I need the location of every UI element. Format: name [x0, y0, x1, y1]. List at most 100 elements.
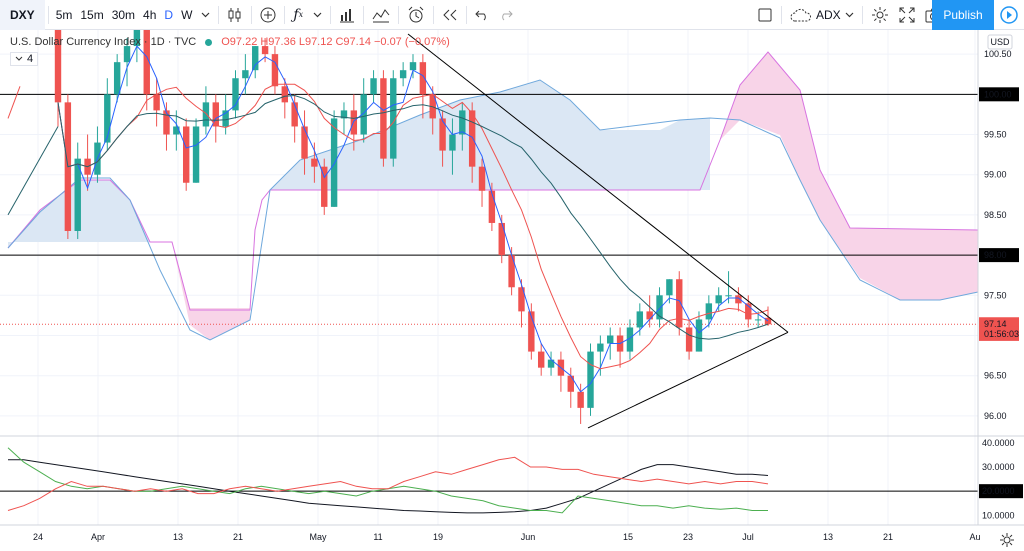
time-tick-label: 24 [33, 532, 43, 542]
horizontal-lines [0, 93, 978, 325]
interval-dropdown-chevron-icon[interactable] [196, 0, 215, 30]
time-tick-label: 15 [623, 532, 633, 542]
senkou-span-a [7, 79, 979, 341]
price-badge [979, 87, 1019, 102]
compare-add-icon[interactable] [255, 0, 281, 30]
chart-legend: U.S. Dollar Currency Index · 1D · TVC O9… [10, 36, 450, 48]
legend-close: C97.14 [335, 36, 371, 48]
di-minus-line [7, 456, 769, 511]
price-tick-label: 97.50 [984, 290, 1007, 300]
candle-body [173, 126, 180, 135]
candle-body [409, 62, 417, 71]
chart-canvas[interactable]: USD100.5099.5099.0098.5097.5097.0096.509… [0, 30, 1024, 551]
price-axis[interactable]: USD100.5099.5099.0098.5097.5097.0096.509… [979, 34, 1023, 520]
adx-tick-label: 40.0000 [982, 438, 1015, 448]
interval-1d[interactable]: D [164, 7, 174, 22]
toolbar-separator [330, 5, 332, 24]
time-tick-label: 19 [433, 532, 443, 542]
candle-body [754, 319, 762, 321]
candle-body [261, 46, 269, 55]
candle-body [715, 295, 722, 304]
candle-body [123, 46, 131, 63]
candle-body [281, 86, 289, 103]
layout-square-icon[interactable] [752, 0, 778, 30]
indicators-dropdown-chevron-icon[interactable] [308, 0, 327, 30]
toolbar-separator [861, 6, 863, 24]
cloud-bear-area [700, 52, 978, 300]
time-tick-label: Jun [521, 532, 536, 542]
interval-15m[interactable]: 15m [80, 7, 104, 22]
lower-trendline [587, 331, 789, 429]
gear-teeth [1000, 533, 1014, 547]
replay-icon[interactable] [437, 0, 463, 30]
candle-body [143, 30, 150, 95]
candle-body [390, 78, 397, 159]
settings-gear-icon[interactable] [866, 0, 894, 30]
axis-settings-gear-icon[interactable] [1000, 533, 1014, 547]
toolbar-separator [433, 5, 435, 24]
candle-body [478, 166, 486, 191]
candle-body [252, 46, 259, 71]
interval-30m[interactable]: 30m [111, 7, 136, 22]
price-badge [979, 248, 1019, 263]
candle-body [676, 279, 683, 328]
toolbar-separator [466, 5, 468, 24]
candle-body [547, 359, 555, 368]
candle-body [291, 102, 298, 127]
toolbar-right-group: ADX [752, 0, 948, 30]
fx-glyph: ƒ [293, 6, 299, 23]
candle-body [192, 126, 200, 183]
toolbar-separator [781, 6, 782, 24]
interval-1w[interactable]: W [181, 7, 193, 22]
gear-center [1003, 536, 1011, 544]
candle-body [242, 70, 249, 79]
templates-icon[interactable] [367, 0, 395, 30]
time-tick-label: 21 [233, 532, 243, 542]
candle-body [528, 311, 535, 352]
financials-chart-icon[interactable] [334, 0, 360, 30]
symbol-search[interactable]: DXY [0, 0, 45, 30]
candle-body [607, 335, 614, 344]
price-badge-label: 98.00 [984, 250, 1007, 260]
toolbar-separator [363, 5, 365, 24]
adx-line [8, 459, 769, 514]
fullscreen-icon[interactable] [894, 0, 920, 30]
legend-open: O97.22 [221, 36, 258, 48]
price-tick-label: 96.00 [984, 411, 1007, 421]
candle-body [656, 295, 663, 320]
candle-body [380, 78, 387, 159]
time-tick-label: 23 [683, 532, 693, 542]
alert-clock-icon[interactable] [402, 0, 430, 30]
candle-body [685, 327, 693, 352]
time-axis[interactable]: 24 Apr 13 21 May 11 19 Jun 15 23 Jul 13 21 Au [33, 532, 1014, 547]
studies-toggle[interactable]: 4 [10, 52, 39, 66]
candle-body [439, 118, 446, 151]
legend-title: U.S. Dollar Currency Index · 1D · TVC [10, 36, 197, 48]
time-tick-label: 11 [373, 532, 382, 542]
adx-indicator [0, 435, 1024, 514]
adx-tick-label: 10.0000 [982, 510, 1015, 520]
candle-body [163, 110, 170, 135]
price-tick-label: 99.50 [984, 130, 1007, 140]
candle-body [488, 190, 496, 223]
redo-icon[interactable] [494, 0, 518, 30]
candle-body [133, 30, 141, 47]
saved-layout-cloud-button[interactable]: ADX [785, 0, 859, 30]
candle-body [705, 303, 713, 320]
candle-body [567, 375, 574, 392]
candles-style-icon[interactable] [222, 0, 248, 30]
undo-icon[interactable] [470, 0, 494, 30]
candle-body [597, 343, 604, 352]
candle-body [321, 166, 328, 207]
price-badge-label: 97.14 [984, 319, 1007, 329]
toolbar-separator [251, 5, 253, 24]
publish-button[interactable]: Publish [932, 0, 994, 30]
toolbar-separator [47, 5, 49, 24]
interval-4h[interactable]: 4h [143, 7, 157, 22]
play-circle-icon[interactable] [994, 0, 1024, 30]
interval-5m[interactable]: 5m [55, 7, 73, 22]
currency-box [987, 34, 1013, 50]
